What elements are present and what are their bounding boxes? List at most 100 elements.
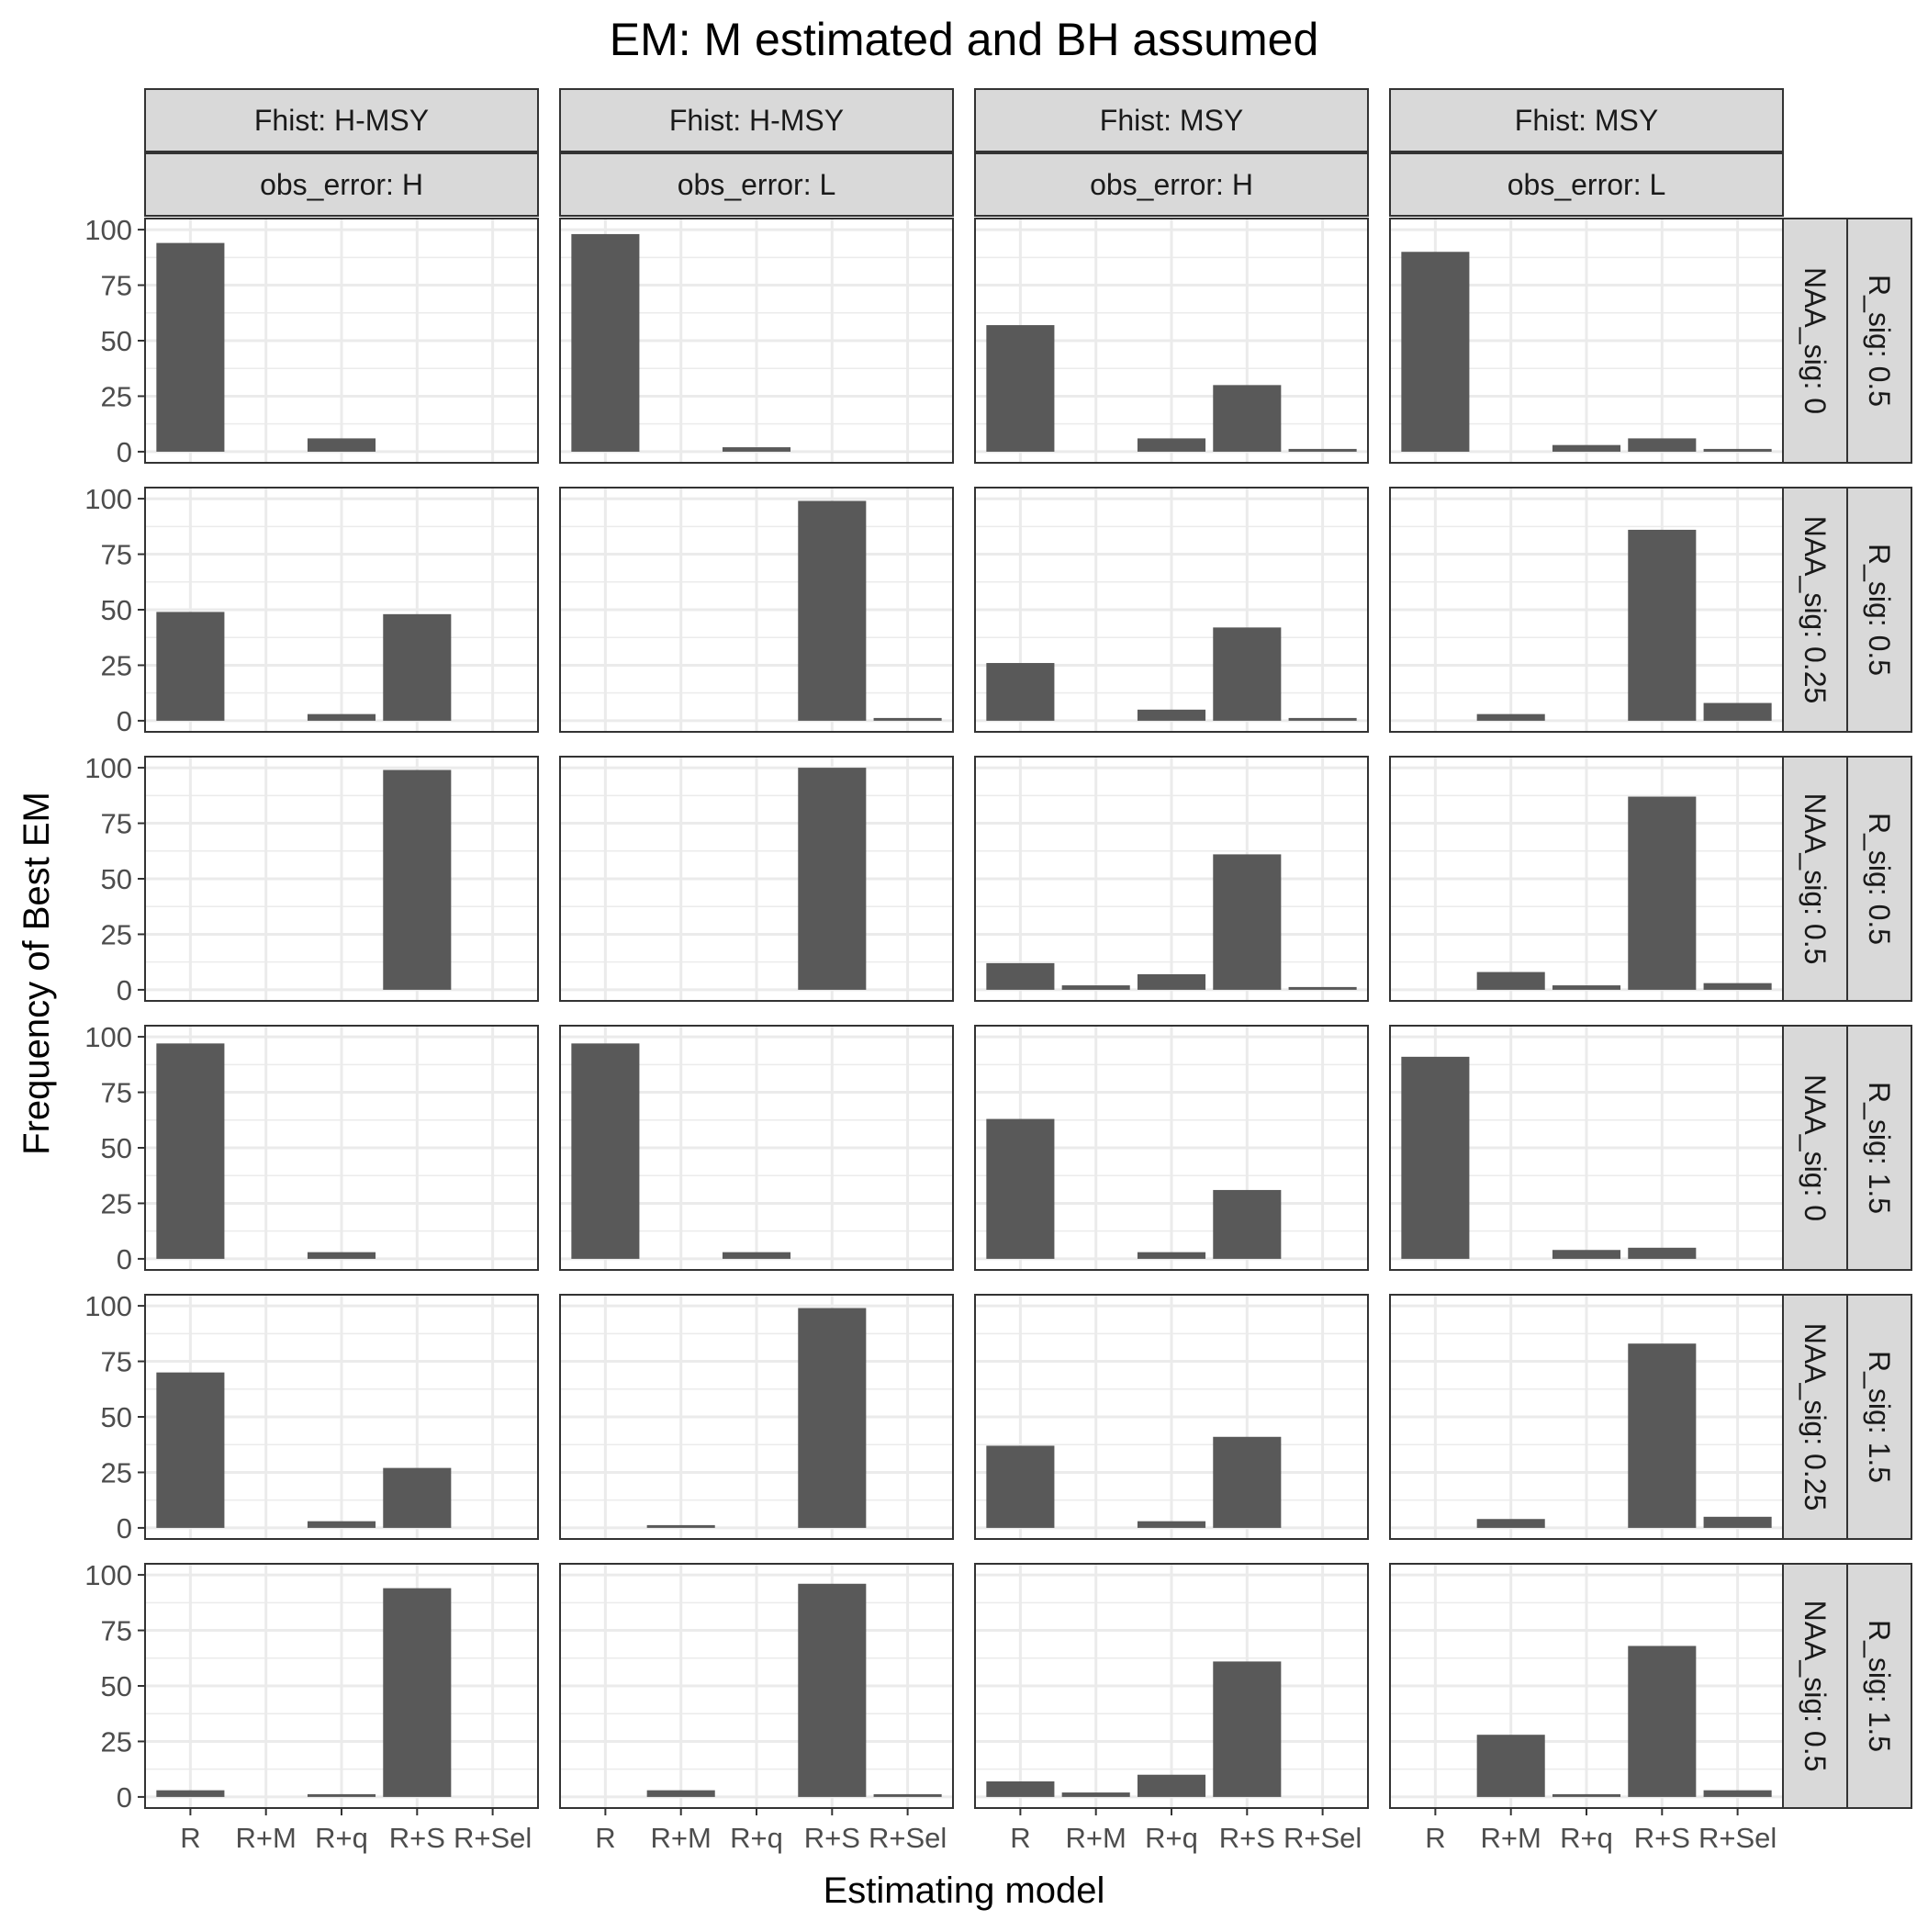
y-tick-label: 0 [117,436,132,468]
y-tick-label: 50 [101,1670,132,1702]
bar-R+S [1213,1661,1282,1797]
x-tick-label: R [180,1822,200,1854]
x-tick-label: R [1010,1822,1030,1854]
bar-R+q [1137,1521,1206,1528]
strip-obs-error-label: obs_error: L [1508,168,1666,201]
bar-R+S [1628,1247,1697,1259]
bar-R+S [383,1588,452,1797]
bar-R+q [1137,1252,1206,1259]
strip-r-sig-label: R_sig: 1.5 [1863,1620,1896,1752]
strip-fhist-label: Fhist: MSY [1515,104,1658,137]
facet-panel-r5-c2 [559,1294,954,1540]
bar-R+Sel [1703,448,1772,452]
panel-border [559,1025,954,1271]
bar-R+Sel [1703,1516,1772,1528]
strip-fhist-3 [974,88,1369,152]
strip-obs-error-label: obs_error: L [678,168,836,201]
bar-R [986,1780,1055,1797]
strip-fhist-1 [144,88,539,152]
facet-panel-r1-c1 [144,218,539,464]
strip-naa-sig-4 [1782,1025,1848,1271]
bar-R+S [1213,1436,1282,1528]
facet-panel-r1-c3 [974,218,1369,464]
y-tick-label: 100 [84,214,132,246]
y-tick-label: 75 [101,1077,132,1109]
bar-R+Sel [1703,983,1772,990]
bar-R+q [1552,1793,1621,1797]
x-tick-label: R+q [730,1822,783,1854]
y-tick-label: 75 [101,270,132,302]
y-tick-label: 0 [117,1243,132,1275]
y-tick-label: 100 [84,752,132,784]
y-tick-label: 75 [101,1346,132,1378]
panel-border [974,1294,1369,1540]
facet-panel-r5-c3 [974,1294,1369,1540]
x-tick-label: R+Sel [1698,1822,1777,1854]
panel-border [559,487,954,733]
bar-R [986,1445,1055,1528]
bar-R+q [1137,973,1206,990]
bar-R [571,1043,640,1259]
bar-R+q [722,447,791,452]
bar-R+S [1628,796,1697,990]
facet-panel-r5-c1 [144,1294,539,1540]
x-tick-label: R+S [1219,1822,1275,1854]
y-tick-label: 50 [101,863,132,895]
bar-R+M [1476,972,1545,990]
bar-R+q [307,1252,376,1259]
facet-panel-r5-c4 [1389,1294,1784,1540]
bar-R [156,1372,225,1528]
strip-naa-sig-label: NAA_sig: 0 [1799,1074,1832,1221]
bar-R+q [1137,709,1206,721]
y-tick-label: 0 [117,705,132,737]
y-tick-label: 25 [101,1725,132,1758]
bar-R+Sel [1288,986,1357,990]
y-tick-label: 75 [101,1615,132,1647]
bar-R+q [307,1793,376,1797]
y-tick-label: 75 [101,808,132,840]
bar-R [986,962,1055,990]
strip-fhist-label: Fhist: MSY [1100,104,1243,137]
facet-panel-r6-c1 [144,1563,539,1809]
bar-R+M [1476,713,1545,721]
x-tick-label: R+Sel [869,1822,947,1854]
facet-panel-r2-c4 [1389,487,1784,733]
bar-R+S [1213,385,1282,452]
bar-R [1401,252,1470,452]
bar-R+S [383,613,452,721]
bar-R [986,1118,1055,1259]
strip-r-sig-2 [1846,487,1912,733]
bar-R+M [1476,1519,1545,1528]
strip-r-sig-label: R_sig: 0.5 [1863,275,1896,407]
x-tick-label: R+q [1145,1822,1198,1854]
facet-panel-r3-c4 [1389,756,1784,1002]
facet-panel-r4-c1 [144,1025,539,1271]
bar-R+Sel [1703,1790,1772,1797]
strip-obs-error-label: obs_error: H [260,168,423,201]
bar-R+q [1137,438,1206,452]
facet-panel-r2-c3 [974,487,1369,733]
bar-R+M [646,1790,715,1797]
y-tick-label: 25 [101,1187,132,1219]
strip-naa-sig-label: NAA_sig: 0.5 [1799,793,1832,965]
facet-panel-r4-c2 [559,1025,954,1271]
y-tick-label: 50 [101,594,132,626]
strip-r-sig-4 [1846,1025,1912,1271]
x-tick-label: R+Sel [454,1822,532,1854]
strip-r-sig-1 [1846,218,1912,464]
bar-R+S [1213,1189,1282,1259]
facet-panel-r1-c4 [1389,218,1784,464]
strip-r-sig-6 [1846,1563,1912,1809]
bar-R+M [646,1524,715,1528]
strip-naa-sig-6 [1782,1563,1848,1809]
y-tick-label: 0 [117,1512,132,1544]
panel-border [559,756,954,1002]
y-tick-label: 100 [84,483,132,515]
x-tick-label: R+q [315,1822,368,1854]
bar-R [986,663,1055,721]
strip-r-sig-label: R_sig: 1.5 [1863,1351,1896,1483]
bar-R+q [307,1521,376,1528]
bar-R+S [798,1308,867,1528]
strip-obs-error-3 [974,152,1369,217]
